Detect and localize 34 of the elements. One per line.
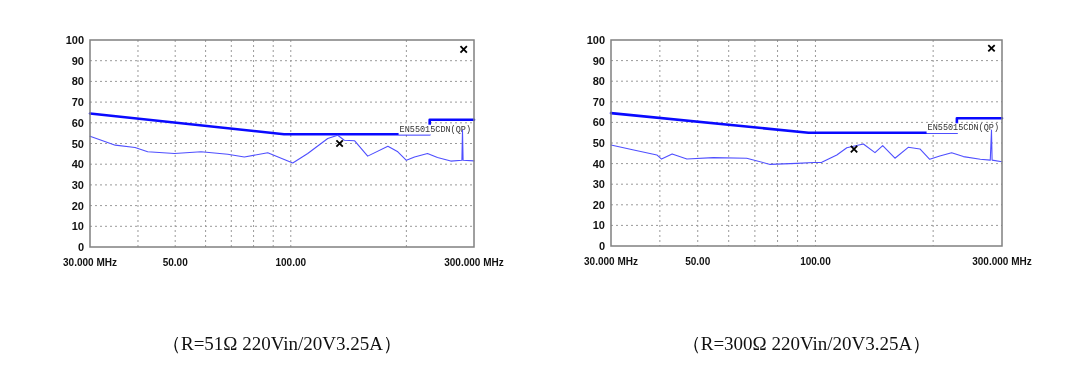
x-tick-label: 30.000 MHz	[63, 257, 117, 268]
y-tick-label: 80	[592, 75, 605, 88]
y-tick-label: 80	[71, 75, 84, 88]
y-tick-label: 10	[71, 220, 84, 233]
y-tick-label: 0	[77, 241, 84, 253]
y-tick-label: 50	[592, 137, 605, 149]
y-tick-label: 50	[71, 137, 84, 150]
y-tick-label: 0	[598, 240, 605, 252]
y-tick-label: 20	[592, 198, 605, 211]
y-tick-label: 70	[592, 95, 605, 108]
y-tick-label: 90	[592, 54, 605, 67]
y-tick-label: 70	[71, 96, 84, 109]
y-tick-label: 100	[65, 34, 84, 46]
y-tick-label: 40	[592, 157, 605, 170]
y-tick-label: 60	[71, 116, 84, 129]
x-tick-label: 100.00	[800, 256, 832, 267]
series-label: EN55015CDN(QP)	[399, 124, 471, 135]
x-tick-label: 300.000 MHz	[444, 257, 504, 268]
y-tick-label: 60	[592, 116, 605, 129]
y-tick-label: 40	[71, 158, 84, 171]
y-tick-label: 20	[71, 199, 84, 212]
text: （R=51Ω 220Vin/20V3.25A）	[161, 333, 403, 354]
y-tick-label: 90	[71, 54, 84, 67]
y-tick-label: 30	[592, 178, 605, 191]
x-tick-label: 50.00	[685, 256, 711, 267]
series-label: EN55015CDN(QP)	[927, 123, 999, 134]
x-tick-label: 50.00	[162, 257, 189, 268]
y-tick-label: 10	[592, 219, 605, 232]
text: （R=300Ω 220Vin/20V3.25A）	[681, 333, 932, 354]
x-tick-label: 300.000 MHz	[972, 256, 1032, 267]
y-tick-label: 100	[586, 34, 605, 46]
y-tick-label: 30	[71, 178, 84, 191]
x-tick-label: 30.000 MHz	[584, 256, 638, 267]
x-tick-label: 100.00	[275, 257, 307, 268]
